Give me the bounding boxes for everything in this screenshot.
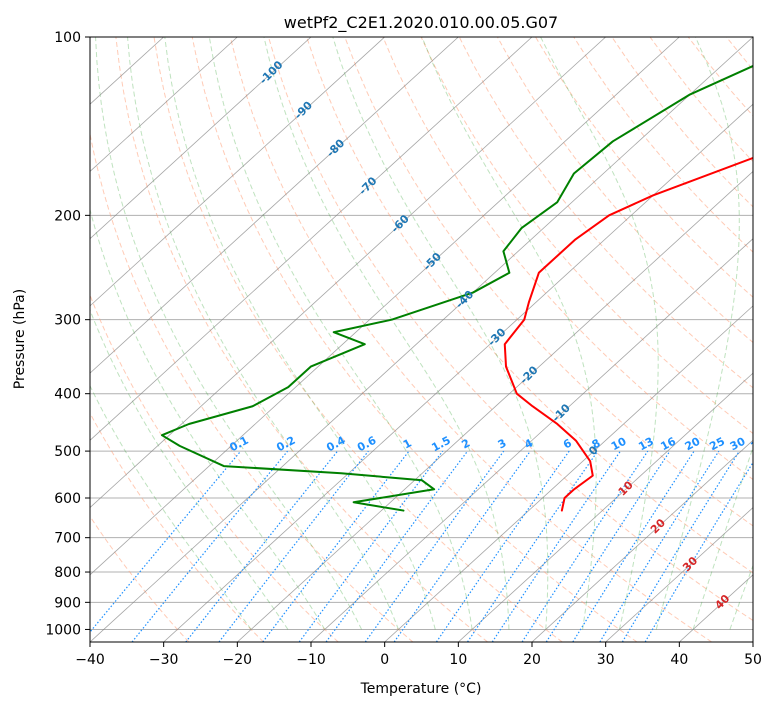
x-tick-label: 10 [449,652,467,668]
chart-title: wetPf2_C2E1.2020.010.00.05.G07 [284,13,558,33]
y-tick-label: 1000 [45,622,81,638]
mixing-ratio-line [467,450,599,642]
y-tick-label: 600 [54,491,81,507]
mixing-ratio-label: 10 [609,434,629,453]
isotherm-line [90,37,385,307]
dry-adiabat-line [497,37,753,344]
moist-adiabat-line [90,207,326,630]
isotherm-line [531,439,753,642]
mixing-ratio-line [599,450,720,642]
y-tick-label: 500 [54,444,81,460]
x-tick-label: 30 [597,652,615,668]
mixing-ratio-line [131,450,289,642]
isotherm-line [605,507,753,642]
isotherm-line [163,103,753,642]
mixing-ratio-line [545,450,671,642]
moist-adiabat-line [421,37,597,630]
dry-adiabat-line [535,37,753,298]
dry-adiabat-line [90,412,264,642]
mixing-ratio-label: 16 [658,435,678,454]
x-tick-label: 50 [744,652,762,668]
moist-adiabat-line [95,37,363,630]
mixing-ratio-lines [90,450,753,642]
isotherm-line [384,305,753,642]
dry-adiabat-line [420,37,753,435]
dry-adiabat-line [229,37,712,642]
isotherm-line [90,37,533,441]
y-axis: 100 200 300 400 500 600 700 800 900 1000 [45,30,90,638]
moist-adiabat-line [655,37,740,630]
y-tick-label: 700 [54,531,81,547]
mixing-ratio-line [572,450,695,642]
temperature-profile-line [503,156,753,512]
moist-adiabat-line [332,37,549,630]
y-tick-label: 300 [54,313,81,329]
isotherms [90,37,753,642]
y-tick-label: 400 [54,387,81,403]
mixing-ratio-line [298,450,444,642]
isotherm-line [90,37,606,509]
mixing-ratio-label: 30 [728,435,748,454]
isotherm-line [458,372,753,642]
moist-adiabat-line [729,564,753,630]
mixing-ratio-line [218,450,369,642]
mixing-ratio-line [644,461,753,642]
isotherm-line [90,37,680,576]
moist-adiabat-line [127,37,399,630]
mixing-ratio-line [621,450,740,642]
mixing-ratio-line [491,450,621,642]
isotherm-line [90,37,753,642]
x-tick-label: −30 [149,652,179,668]
mixing-ratio-line [364,450,505,642]
moist-adiabat-line [208,37,473,630]
y-axis-label: Pressure (hPa) [12,289,28,389]
moist-adiabat-line [692,445,753,630]
isotherm-line [310,238,753,642]
mixing-ratio-line [262,450,410,642]
isotherm-line [90,37,459,374]
x-axis: −40 −30 −20 −10 0 10 20 30 40 50 [75,642,762,668]
dry-adiabat-line [191,37,638,642]
moist-adiabat-line [263,37,510,630]
y-tick-label: 200 [54,208,81,224]
x-tick-label: 40 [670,652,688,668]
x-tick-label: 20 [523,652,541,668]
x-tick-label: −20 [223,652,253,668]
dry-adiabat-line [115,37,488,642]
mixing-ratio-label: 13 [636,435,656,454]
x-tick-label: −40 [75,652,105,668]
moist-adiabat-line [540,37,659,630]
x-axis-label: Temperature (°C) [360,681,482,697]
mixing-ratio-line [521,450,649,642]
x-tick-label: −10 [296,652,326,668]
plot-frame [89,36,754,643]
y-tick-label: 900 [54,595,81,611]
isotherm-line [90,37,312,240]
x-tick-label: 0 [380,652,389,668]
dry-adiabat-line [268,37,753,622]
mixing-ratio-label: 36 [749,435,769,454]
mixing-ratio-line [325,450,469,642]
y-tick-label: 800 [54,565,81,581]
dewpoint-profile-line [160,64,753,512]
y-tick-label: 100 [54,30,81,46]
isotherm-line [90,37,238,172]
mixing-ratio-line [435,450,570,642]
moist-adiabat-line [90,308,289,630]
moist-adiabat-line [90,384,252,630]
mixing-ratio-label: 25 [707,435,727,454]
dry-adiabat-line [153,37,563,642]
profile-lines [160,64,753,512]
dry-adiabat-line [306,37,753,574]
mixing-ratio-label: 20 [683,434,703,453]
mixing-ratio-line [393,450,531,642]
isotherm-line [237,170,753,642]
